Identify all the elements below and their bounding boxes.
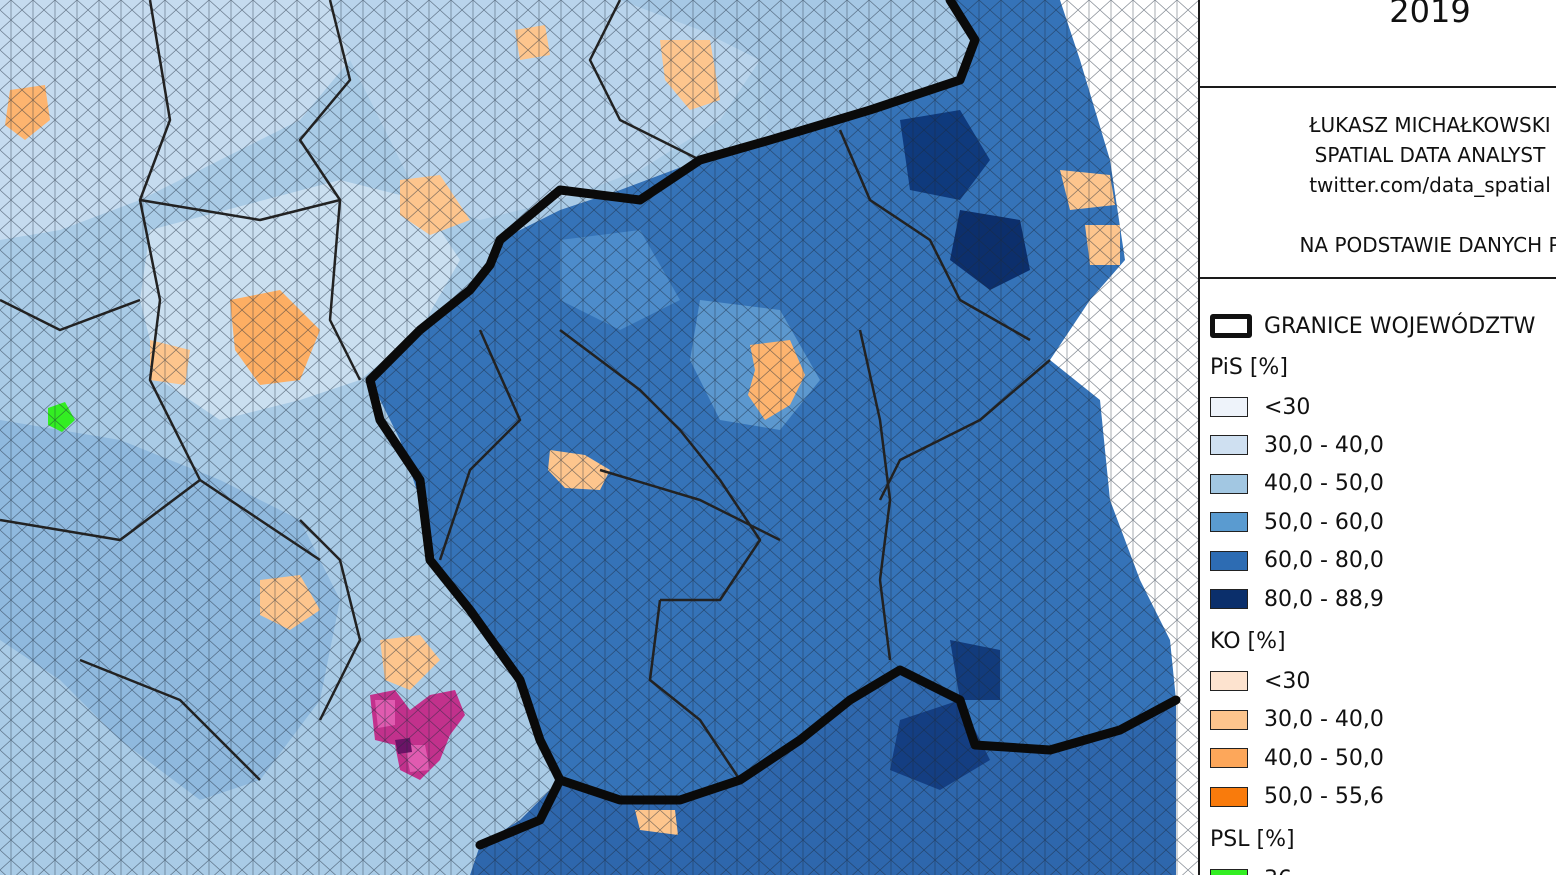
legend-class-label: 60,0 - 80,0 xyxy=(1264,548,1384,574)
legend-class-entry: 40,0 - 50,0 xyxy=(1210,470,1384,498)
border-swatch-icon xyxy=(1210,314,1252,338)
legend-class-label: 50,0 - 60,0 xyxy=(1264,509,1384,535)
legend-class-label: <30 xyxy=(1264,668,1311,694)
legend-class-label: <30 xyxy=(1264,394,1311,420)
legend-class-entry: 40,0 - 50,0 xyxy=(1210,744,1384,772)
legend-swatch xyxy=(1210,869,1248,875)
legend-class-entry: <30 xyxy=(1210,667,1310,695)
legend-swatch xyxy=(1210,748,1248,769)
legend-group-title: KO [%] xyxy=(1210,629,1286,655)
legend-swatch xyxy=(1210,473,1248,494)
legend-group-title: PSL [%] xyxy=(1210,827,1295,852)
legend-class-entry: <30 xyxy=(1210,393,1310,421)
legend-class-label: 40,0 - 50,0 xyxy=(1264,471,1384,497)
legend-class-entry: 36 xyxy=(1210,865,1292,875)
divider-top xyxy=(1200,86,1556,88)
legend-class-label: 50,0 - 55,6 xyxy=(1264,784,1384,810)
voivodeship-borders xyxy=(365,0,1181,850)
map-year: 2019 xyxy=(1389,0,1471,30)
legend-swatch xyxy=(1210,671,1248,692)
legend-border-label: GRANICE WOJEWÓDZTW xyxy=(1264,313,1536,339)
legend-class-entry: 50,0 - 60,0 xyxy=(1210,508,1384,536)
credit-role: SPATIAL DATA ANALYST xyxy=(1314,143,1546,167)
legend-class-entry: 30,0 - 40,0 xyxy=(1210,706,1384,734)
legend-swatch xyxy=(1210,397,1248,417)
credit-source: NA PODSTAWIE DANYCH P xyxy=(1299,233,1556,257)
legend-swatch xyxy=(1210,786,1248,807)
map-canvas xyxy=(0,0,1198,875)
choropleth-map xyxy=(0,0,1198,875)
legend-swatch xyxy=(1210,512,1248,533)
legend-class-label: 40,0 - 50,0 xyxy=(1264,745,1384,771)
legend-class-entry: 30,0 - 40,0 xyxy=(1210,431,1384,459)
legend-swatch xyxy=(1210,550,1248,571)
legend-class-label: 30,0 - 40,0 xyxy=(1264,707,1384,733)
credit-twitter-link[interactable]: twitter.com/data_spatial xyxy=(1309,173,1551,197)
legend-border-entry: GRANICE WOJEWÓDZTW xyxy=(1210,312,1535,340)
legend-swatch xyxy=(1210,435,1248,456)
legend-panel: 2019 ŁUKASZ MICHAŁKOWSKI SPATIAL DATA AN… xyxy=(1198,0,1556,875)
legend-class-entry: 80,0 - 88,9 xyxy=(1210,585,1384,613)
legend-class-label: 36 xyxy=(1264,867,1292,875)
legend-class-label: 30,0 - 40,0 xyxy=(1264,432,1384,458)
legend-group-title: PiS [%] xyxy=(1210,355,1288,380)
legend-class-entry: 50,0 - 55,6 xyxy=(1210,783,1384,811)
legend-swatch xyxy=(1210,709,1248,730)
internal-boundaries xyxy=(0,0,1051,781)
credit-author: ŁUKASZ MICHAŁKOWSKI xyxy=(1309,113,1551,137)
legend-swatch xyxy=(1210,589,1248,609)
divider-bottom xyxy=(1200,277,1556,279)
legend-class-entry: 60,0 - 80,0 xyxy=(1210,547,1384,575)
legend-class-label: 80,0 - 88,9 xyxy=(1264,586,1384,612)
municipality-boundaries xyxy=(0,0,1198,875)
